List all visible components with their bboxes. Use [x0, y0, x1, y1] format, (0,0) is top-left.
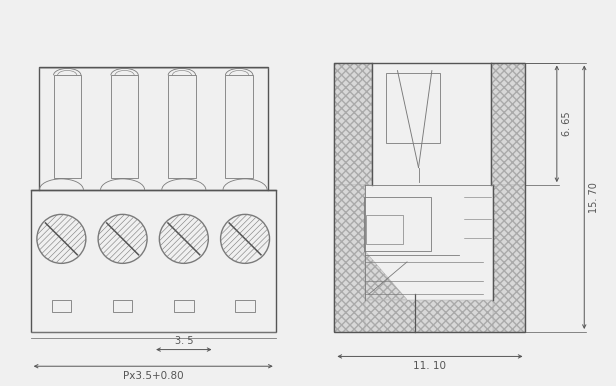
Bar [225, 75, 253, 178]
Bar [366, 215, 403, 244]
Bar [365, 300, 493, 332]
Bar [491, 63, 525, 185]
Bar [334, 63, 525, 332]
Text: 11. 10: 11. 10 [413, 361, 447, 371]
Bar [334, 63, 371, 185]
Bar [113, 300, 132, 312]
Bar [39, 68, 268, 190]
Text: 15. 70: 15. 70 [589, 182, 599, 213]
Bar [111, 75, 138, 178]
Bar [493, 185, 525, 332]
Bar [52, 300, 71, 312]
Bar [386, 73, 440, 143]
Text: 3. 5: 3. 5 [174, 336, 193, 345]
Text: Px3.5+0.80: Px3.5+0.80 [123, 371, 184, 381]
Bar [235, 300, 255, 312]
Bar [168, 75, 196, 178]
Bar [31, 190, 276, 332]
Bar [174, 300, 193, 312]
Bar [334, 185, 365, 332]
Bar [364, 197, 431, 251]
Text: 6. 65: 6. 65 [562, 112, 572, 136]
Bar [54, 75, 81, 178]
Polygon shape [365, 251, 407, 300]
